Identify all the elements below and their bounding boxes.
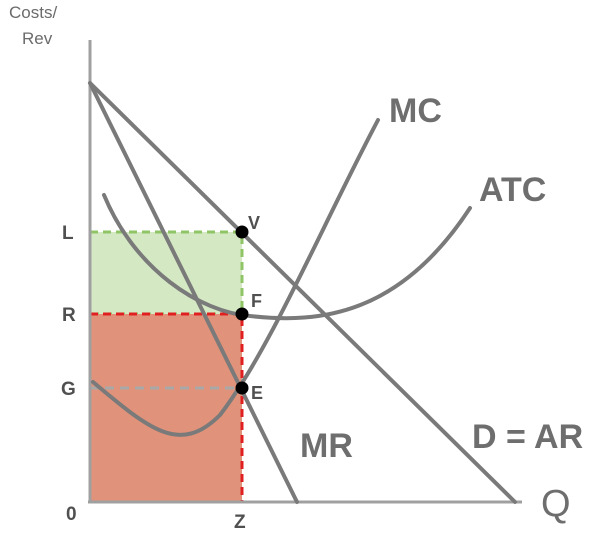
mr-curve	[88, 81, 299, 504]
mc-curve	[91, 118, 380, 437]
supernormal-profit-area	[88, 230, 244, 316]
origin-label: 0	[66, 504, 77, 525]
x-tick-z: Z	[234, 512, 246, 533]
mc-label: MC	[389, 92, 442, 130]
point-f-label: F	[251, 291, 262, 311]
point-e-label: E	[251, 383, 263, 403]
point-v-dot	[235, 225, 249, 239]
point-e-dot	[235, 381, 249, 395]
demand-label: D = AR	[472, 418, 583, 456]
y-tick-l: L	[62, 223, 74, 244]
point-f-dot	[235, 307, 249, 321]
y-tick-r: R	[62, 305, 76, 326]
y-axis-label-line1: Costs/	[9, 3, 57, 22]
y-tick-g: G	[61, 379, 76, 400]
demand-curve	[88, 81, 517, 504]
atc-curve	[102, 193, 472, 321]
y-axis-label-line2: Rev	[22, 29, 53, 48]
x-axis-label: Q	[541, 483, 571, 525]
point-v-label: V	[248, 213, 260, 233]
atc-label: ATC	[479, 171, 546, 209]
mr-label: MR	[300, 427, 353, 465]
